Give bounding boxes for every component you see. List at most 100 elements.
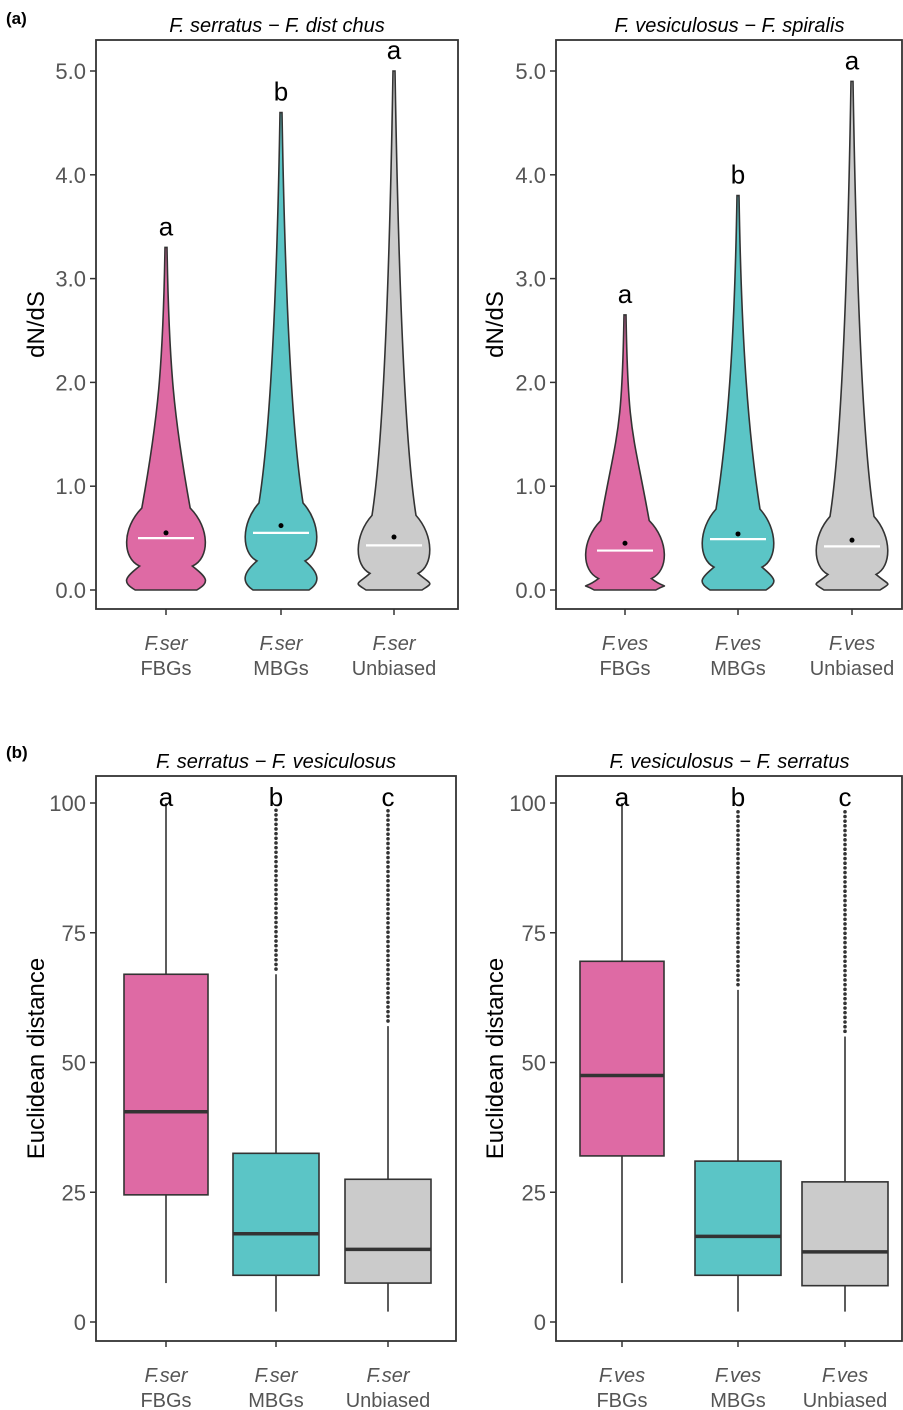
outlier-point xyxy=(386,813,390,818)
outlier-point xyxy=(274,915,278,920)
iqr-box xyxy=(801,1181,889,1287)
outlier-point xyxy=(736,982,740,987)
x-tick-label-species: F.ser xyxy=(255,1365,299,1387)
outlier-point xyxy=(843,889,847,894)
outlier-point xyxy=(736,917,740,922)
x-tick-label-group: Unbiased xyxy=(346,1390,431,1410)
outlier-point xyxy=(843,842,847,847)
outlier-point xyxy=(274,953,278,957)
outlier-point xyxy=(274,859,278,864)
violin-shape xyxy=(701,194,775,591)
outlier-point xyxy=(843,1024,847,1029)
outlier-point xyxy=(274,925,278,929)
outlier-point xyxy=(736,847,740,851)
outlier-point xyxy=(736,908,740,912)
outlier-point xyxy=(843,973,847,978)
outlier-point xyxy=(386,1005,390,1009)
x-tick-label-species: F.ves xyxy=(715,633,761,655)
outlier-point xyxy=(843,982,847,987)
outlier-point xyxy=(386,888,390,892)
outlier-point xyxy=(274,901,278,906)
violin-plot-ves-spi: F. vesiculosus − F. spiralis 0.0 1.0 2.0 3.0… xyxy=(482,15,903,680)
x-tick-label-species: F.ser xyxy=(145,633,189,655)
y-tick-label: 1.0 xyxy=(515,474,546,499)
outlier-point xyxy=(736,922,740,926)
outlier-point xyxy=(386,1009,390,1014)
outlier-point xyxy=(386,822,390,827)
outlier-point xyxy=(386,841,390,846)
outlier-point xyxy=(386,818,390,822)
outlier-point xyxy=(274,873,278,878)
outlier-point xyxy=(386,911,390,916)
outlier-point xyxy=(736,973,740,978)
chart-title: F. vesiculosus − F. spiralis xyxy=(615,15,845,37)
outlier-point xyxy=(843,1020,847,1024)
outlier-point xyxy=(386,967,390,972)
outlier-point xyxy=(386,930,390,935)
outlier-point xyxy=(843,978,847,982)
x-tick-label-species: F.ser xyxy=(260,633,304,655)
outlier-point xyxy=(736,954,740,959)
outlier-point xyxy=(274,934,278,939)
significance-letter: a xyxy=(387,35,402,65)
outlier-point xyxy=(736,959,740,964)
y-tick-label: 75 xyxy=(522,921,546,946)
outlier-point xyxy=(843,917,847,922)
significance-letter: b xyxy=(731,782,745,812)
outlier-point xyxy=(843,875,847,880)
outlier-point xyxy=(274,841,278,845)
panel-label-b: (b) xyxy=(6,743,28,762)
outlier-point xyxy=(736,842,740,847)
outlier-point xyxy=(386,897,390,902)
outlier-point xyxy=(274,920,278,925)
outlier-point xyxy=(386,916,390,921)
outlier-point xyxy=(736,870,740,875)
outlier-point xyxy=(843,866,847,870)
outlier-point xyxy=(736,856,740,861)
x-tick-label-species: F.ser xyxy=(367,1365,411,1387)
y-tick-label: 3.0 xyxy=(55,267,86,292)
outlier-point xyxy=(843,856,847,861)
outlier-point xyxy=(843,852,847,856)
outlier-point xyxy=(843,870,847,875)
y-tick-label: 4.0 xyxy=(515,163,546,188)
y-tick-label: 1.0 xyxy=(55,474,86,499)
violin-shape xyxy=(125,246,207,591)
chart-title: F. serratus − F. vesiculosus xyxy=(156,751,396,773)
mean-point xyxy=(163,530,169,536)
outlier-point xyxy=(843,1029,847,1034)
outlier-point xyxy=(274,897,278,901)
outlier-point xyxy=(736,861,740,866)
outlier-point xyxy=(843,964,847,968)
outlier-point xyxy=(843,847,847,851)
outlier-point xyxy=(274,822,278,827)
plot-frame xyxy=(555,775,903,1342)
outlier-point xyxy=(386,935,390,939)
outlier-point xyxy=(736,968,740,973)
outlier-point xyxy=(386,907,390,911)
outlier-point xyxy=(843,922,847,926)
chart-title: F. vesiculosus − F. serratus xyxy=(610,751,850,773)
y-tick-label: 2.0 xyxy=(515,370,546,395)
outlier-point xyxy=(274,887,278,892)
outlier-point xyxy=(274,831,278,836)
y-axis-label: Euclidean distance xyxy=(482,958,509,1159)
outlier-point xyxy=(274,957,278,962)
iqr-box xyxy=(694,1160,782,1277)
outlier-point xyxy=(386,958,390,963)
mean-point xyxy=(735,531,741,537)
box-plot-ser-ves: F. serratus − F. vesiculosus 0 25 50 75 100 Eu… xyxy=(23,751,457,1410)
outlier-point xyxy=(386,986,390,991)
outlier-point xyxy=(274,808,278,813)
significance-letter: a xyxy=(845,45,860,75)
outlier-point xyxy=(736,824,740,828)
outlier-point xyxy=(843,1015,847,1020)
outlier-point xyxy=(736,978,740,982)
outlier-point xyxy=(736,964,740,968)
outlier-point xyxy=(386,902,390,907)
outlier-point xyxy=(843,945,847,950)
plot-frame xyxy=(95,39,459,610)
x-tick-label-group: FBGs xyxy=(599,658,650,680)
outlier-point xyxy=(274,948,278,953)
outlier-point xyxy=(386,939,390,944)
